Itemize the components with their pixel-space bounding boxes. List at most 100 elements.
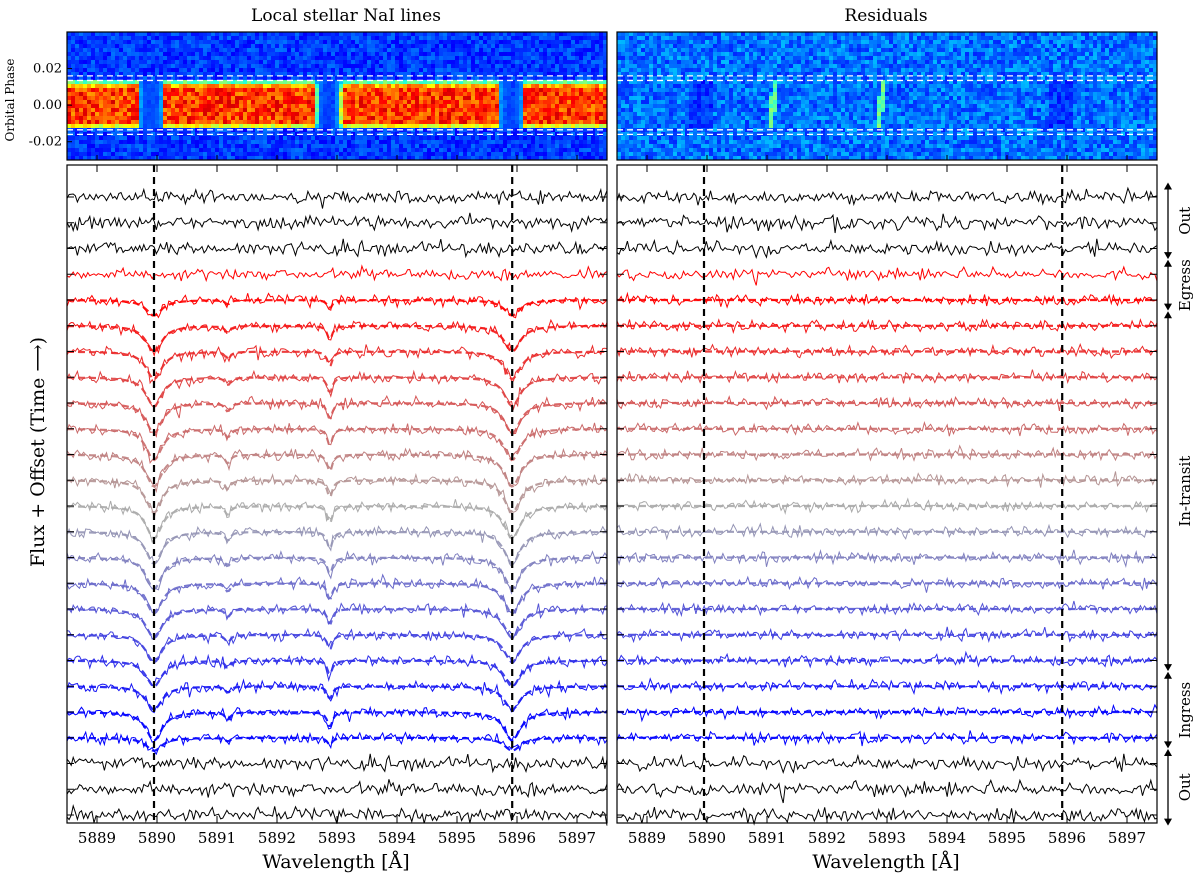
heatmap-cell (215, 120, 220, 125)
heatmap-cell (447, 152, 452, 157)
heatmap-cell (271, 112, 276, 117)
heatmap-cell (403, 108, 408, 113)
heatmap-cell (135, 36, 140, 41)
heatmap-cell (275, 36, 280, 41)
heatmap-cell (439, 104, 444, 109)
heatmap-cell (551, 104, 556, 109)
heatmap-cell (539, 72, 544, 77)
heatmap-cell (479, 124, 484, 129)
heatmap-cell (471, 124, 476, 129)
heatmap-cell (231, 112, 236, 117)
heatmap-cell (323, 52, 328, 57)
heatmap-cell (255, 96, 260, 101)
heatmap-cell (219, 120, 224, 125)
heatmap-cell (407, 116, 412, 121)
heatmap-cell (155, 80, 160, 85)
heatmap-cell (519, 88, 524, 93)
heatmap-cell (435, 112, 440, 117)
heatmap-cell (211, 112, 216, 117)
heatmap-cell (603, 152, 608, 157)
heatmap-cell (431, 92, 436, 97)
heatmap-cell (889, 32, 894, 37)
heatmap-cell (179, 120, 184, 125)
heatmap-cell (1141, 40, 1146, 45)
heatmap-cell (587, 72, 592, 77)
heatmap-cell (423, 116, 428, 121)
heatmap-cell (531, 132, 536, 137)
heatmap-cell (251, 44, 256, 49)
heatmap-cell (1009, 48, 1014, 53)
heatmap-cell (271, 120, 276, 125)
heatmap-cell (479, 32, 484, 37)
heatmap-cell (159, 60, 164, 65)
heatmap-cell (567, 140, 572, 145)
heatmap-cell (87, 100, 92, 105)
heatmap-cell (299, 108, 304, 113)
heatmap-cell (567, 40, 572, 45)
heatmap-cell (543, 120, 548, 125)
heatmap-cell (531, 96, 536, 101)
heatmap-cell (271, 100, 276, 105)
heatmap-cell (219, 76, 224, 81)
heatmap-cell (1153, 40, 1158, 45)
heatmap-cell (187, 60, 192, 65)
heatmap-cell (399, 152, 404, 157)
heatmap-cell (295, 100, 300, 105)
heatmap-cell (323, 32, 328, 37)
heatmap-cell (387, 156, 392, 161)
heatmap-cell (71, 52, 76, 57)
heatmap-cell (555, 76, 560, 81)
heatmap-cell (599, 152, 604, 157)
heatmap-cell (207, 124, 212, 129)
heatmap-cell (119, 48, 124, 53)
heatmap-cell (367, 140, 372, 145)
heatmap-cell (335, 52, 340, 57)
heatmap-cell (997, 44, 1002, 49)
heatmap-cell (563, 136, 568, 141)
heatmap-cell (689, 48, 694, 53)
heatmap-cell (119, 148, 124, 153)
heatmap-cell (459, 100, 464, 105)
heatmap-cell (817, 40, 822, 45)
heatmap-cell (251, 56, 256, 61)
heatmap-cell (685, 48, 690, 53)
heatmap-cell (307, 152, 312, 157)
heatmap-cell (203, 100, 208, 105)
heatmap-cell (407, 92, 412, 97)
heatmap-cell (155, 36, 160, 41)
heatmap-cell (251, 152, 256, 157)
heatmap-cell (307, 72, 312, 77)
heatmap-cell (263, 104, 268, 109)
heatmap-cell (171, 92, 176, 97)
heatmap-cell (219, 36, 224, 41)
heatmap-cell (247, 84, 252, 89)
heatmap-cell (187, 140, 192, 145)
heatmap-cell (87, 52, 92, 57)
heatmap-cell (435, 100, 440, 105)
heatmap-cell (115, 100, 120, 105)
heatmap-cell (591, 112, 596, 117)
heatmap-cell (263, 148, 268, 153)
heatmap-cell (551, 32, 556, 37)
heatmap-cell (183, 76, 188, 81)
heatmap-cell (427, 56, 432, 61)
heatmap-cell (961, 44, 966, 49)
heatmap-cell (343, 96, 348, 101)
heatmap-cell (207, 68, 212, 73)
heatmap-cell (307, 48, 312, 53)
heatmap-cell (307, 140, 312, 145)
heatmap-cell (1053, 36, 1058, 41)
heatmap-cell (311, 76, 316, 81)
heatmap-cell (99, 120, 104, 125)
heatmap-cell (271, 56, 276, 61)
heatmap-cell (347, 68, 352, 73)
heatmap-cell (547, 136, 552, 141)
heatmap-cell (591, 152, 596, 157)
heatmap-cell (83, 104, 88, 109)
heatmap-cell (207, 52, 212, 57)
heatmap-cell (789, 40, 794, 45)
heatmap-cell (447, 56, 452, 61)
heatmap-cell (475, 68, 480, 73)
heatmap-cell (187, 96, 192, 101)
heatmap-cell (479, 120, 484, 125)
